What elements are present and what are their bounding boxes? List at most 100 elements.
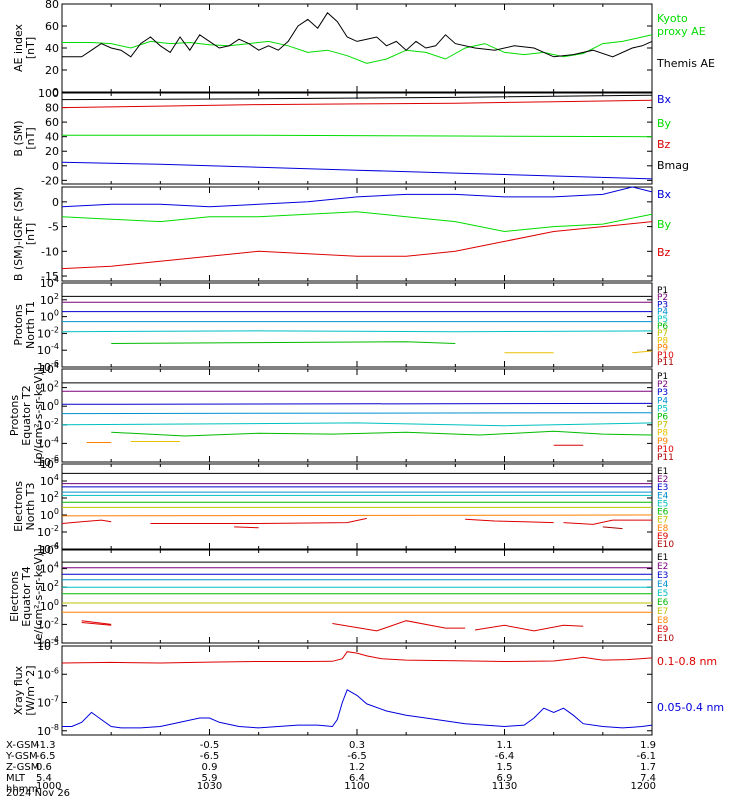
y-tick-label: -15 — [41, 270, 59, 283]
y-tick-label: 102 — [40, 490, 59, 505]
x-axis-value: -6.1 — [636, 751, 656, 762]
panel-xray: 10-8 10-7 10-6 10-5 Xray flux [W/m^2] 0.1-0.8 … — [12, 638, 724, 738]
series-line-0-1-0-8-nm — [61, 651, 653, 664]
legend-item: E10 — [657, 634, 674, 644]
y-tick-label: 60 — [45, 20, 59, 33]
legend-item: E9 — [657, 532, 669, 542]
y-tick-label: 10-4 — [37, 435, 59, 450]
x-axis-value: -6.5 — [347, 751, 367, 762]
y-tick-label: 10-4 — [37, 541, 59, 556]
x-axis-value: 1.9 — [640, 740, 656, 751]
y-tick-label: -20 — [41, 174, 59, 187]
series-line-e9 — [563, 519, 652, 525]
y-tick-label: 10-6 — [37, 454, 59, 469]
legend-item: P7 — [657, 329, 668, 339]
legend-item: E9 — [657, 625, 669, 635]
x-axis-value: 7.4 — [640, 773, 656, 784]
y-tick-label: 100 — [40, 398, 59, 413]
legend-item: E3 — [657, 483, 668, 493]
y-axis-label: North T1 — [24, 301, 37, 349]
legend-item: P2 — [657, 293, 668, 303]
x-axis-row-label: MLT — [6, 773, 26, 784]
y-axis-label: [nT] — [24, 127, 37, 149]
y-tick-label: 10-5 — [37, 638, 59, 653]
y-tick-label: 10-4 — [37, 635, 59, 650]
series-line-bz — [61, 221, 653, 270]
y-tick-label: 10-4 — [37, 342, 59, 357]
legend-item: Bz — [657, 246, 671, 259]
y-tick-label: 100 — [40, 309, 59, 324]
legend-item: E5 — [657, 589, 668, 599]
series-line-kyoto-proxy-ae — [62, 34, 653, 64]
series-line-p3 — [61, 402, 653, 405]
y-axis-label: Equator T2 — [20, 385, 33, 445]
legend-item: 0.05-0.4 nm — [657, 701, 724, 714]
legend-item: Bx — [657, 188, 672, 201]
y-axis-label: B (SM) — [12, 120, 25, 156]
x-axis-value: 1100 — [344, 781, 369, 792]
legend-item: P2 — [657, 380, 668, 390]
x-axis-value: -1.3 — [36, 740, 56, 751]
legend-item: E3 — [657, 571, 668, 581]
y-tick-label: 104 — [40, 361, 59, 376]
x-axis-row-label: Y-GSM — [5, 751, 38, 762]
y-tick-label: 20 — [45, 64, 59, 77]
legend-item: Bz — [657, 138, 671, 151]
series-line-e9 — [465, 518, 554, 524]
y-tick-label: 20 — [45, 145, 59, 158]
y-tick-label: 80 — [45, 0, 59, 11]
y-axis-label: Electrons — [12, 481, 25, 532]
x-axis-value: -6.5 — [36, 751, 56, 762]
series-line-themis-ae — [62, 12, 653, 58]
y-axis-label: [W/m^2] — [24, 665, 37, 715]
x-axis-value: -6.5 — [200, 751, 220, 762]
series-line-e8 — [61, 514, 653, 517]
legend-item: P10 — [657, 445, 674, 455]
y-axis-label: [e/(cm²-s-sr-keV)] — [32, 548, 45, 644]
legend-item: P3 — [657, 300, 668, 310]
series-line-p4 — [61, 412, 653, 415]
legend-item: P9 — [657, 344, 668, 354]
series-line-p5 — [61, 330, 653, 333]
legend-item: Bx — [657, 93, 672, 106]
panel-b_minus_igrf: -15 -10 -5 0 B (SM)-IGRF (SM) [nT] Bx By Bz — [12, 186, 672, 283]
legend-item: Bmag — [657, 159, 689, 172]
legend-item: E1 — [657, 467, 668, 477]
y-tick-label: 106 — [40, 542, 59, 557]
x-axis-value: 6.4 — [349, 773, 365, 784]
y-tick-label: 10-2 — [37, 417, 59, 432]
series-line-by — [62, 134, 653, 138]
legend-item: 0.1-0.8 nm — [657, 655, 717, 668]
y-axis-label: B (SM)-IGRF (SM) — [12, 187, 25, 281]
x-axis-value: 1.5 — [497, 762, 513, 773]
legend-item: Themis AE — [656, 57, 715, 70]
y-tick-label: 102 — [40, 292, 59, 307]
legend-item: P5 — [657, 404, 668, 414]
x-axis-row-label: hhmm — [6, 784, 38, 795]
x-axis-value: 1.7 — [640, 762, 656, 773]
x-axis-row-label: X-GSM — [6, 740, 39, 751]
series-line-p5 — [61, 422, 653, 427]
legend-item: P9 — [657, 437, 668, 447]
x-axis-row-label: Z-GSM — [6, 762, 39, 773]
legend-item: E8 — [657, 524, 669, 534]
legend-item: E7 — [657, 516, 668, 526]
y-tick-label: 104 — [40, 561, 59, 576]
y-tick-label: 0 — [52, 86, 59, 99]
legend-item: proxy AE — [657, 25, 706, 38]
legend-item: E7 — [657, 607, 668, 617]
x-axis-date: 2024 Nov 26 — [6, 788, 70, 799]
y-tick-label: 10-6 — [37, 666, 59, 681]
legend-item: E2 — [657, 475, 668, 485]
legend-item: E6 — [657, 508, 669, 518]
series-line-0-05-0-4-nm — [62, 689, 653, 729]
x-axis-value: -0.5 — [200, 740, 220, 751]
series-line-e9 — [234, 526, 259, 529]
series-line-p6 — [111, 430, 653, 437]
y-tick-label: 102 — [40, 380, 59, 395]
panel-protons_equator: 10-6 10-4 10-2 100 102 104 Protons Equator T2 [p… — [8, 361, 674, 469]
y-tick-label: 100 — [40, 507, 59, 522]
series-line-e9 — [332, 620, 466, 632]
